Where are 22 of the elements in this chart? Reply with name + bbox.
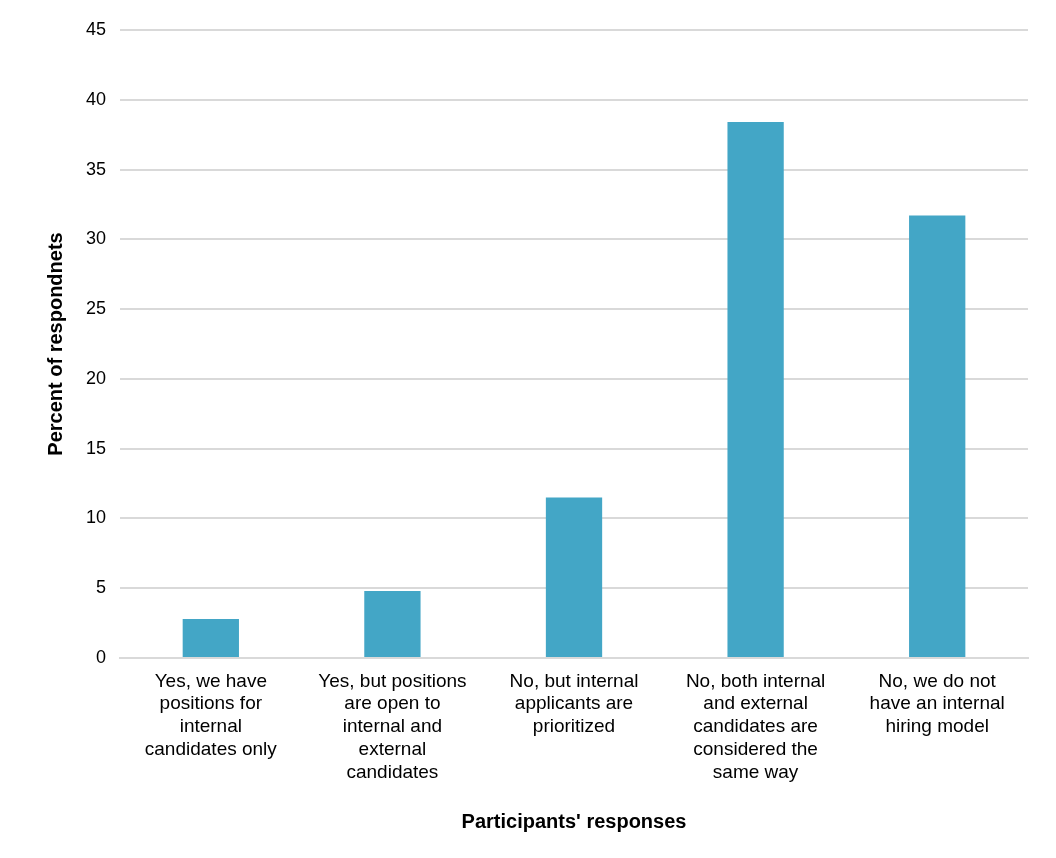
y-tick-label: 25 — [85, 298, 107, 319]
y-tick-label: 5 — [96, 577, 107, 598]
y-axis-title: Percent of respondnets — [43, 232, 66, 456]
y-tick-label: 20 — [85, 367, 107, 388]
y-tick-label: 15 — [85, 437, 107, 458]
bar — [364, 591, 421, 657]
y-tick-label: 30 — [85, 228, 107, 249]
x-tick-label: No, both internal and external candidates are considered the same way — [685, 669, 826, 782]
x-tick-label: No, we do not have an internal hiring model — [869, 669, 1005, 737]
x-axis-title: Participants' responses — [461, 809, 687, 832]
y-tick-label: 35 — [85, 158, 107, 179]
y-tick-label: 45 — [85, 18, 107, 39]
y-tick-label: 10 — [85, 507, 107, 528]
x-tick-label: No, but internal applicants are prioritized — [509, 669, 639, 737]
bar — [727, 122, 784, 657]
x-tick-label: Yes, we have positions for internal candidates only — [144, 669, 278, 760]
y-tick-label: 0 — [96, 646, 107, 667]
bar — [909, 215, 966, 657]
x-tick-label: Yes, but positions are open to internal and external candidates — [318, 669, 467, 782]
bar — [182, 618, 239, 657]
y-tick-label: 40 — [85, 88, 107, 109]
bar — [545, 497, 603, 657]
